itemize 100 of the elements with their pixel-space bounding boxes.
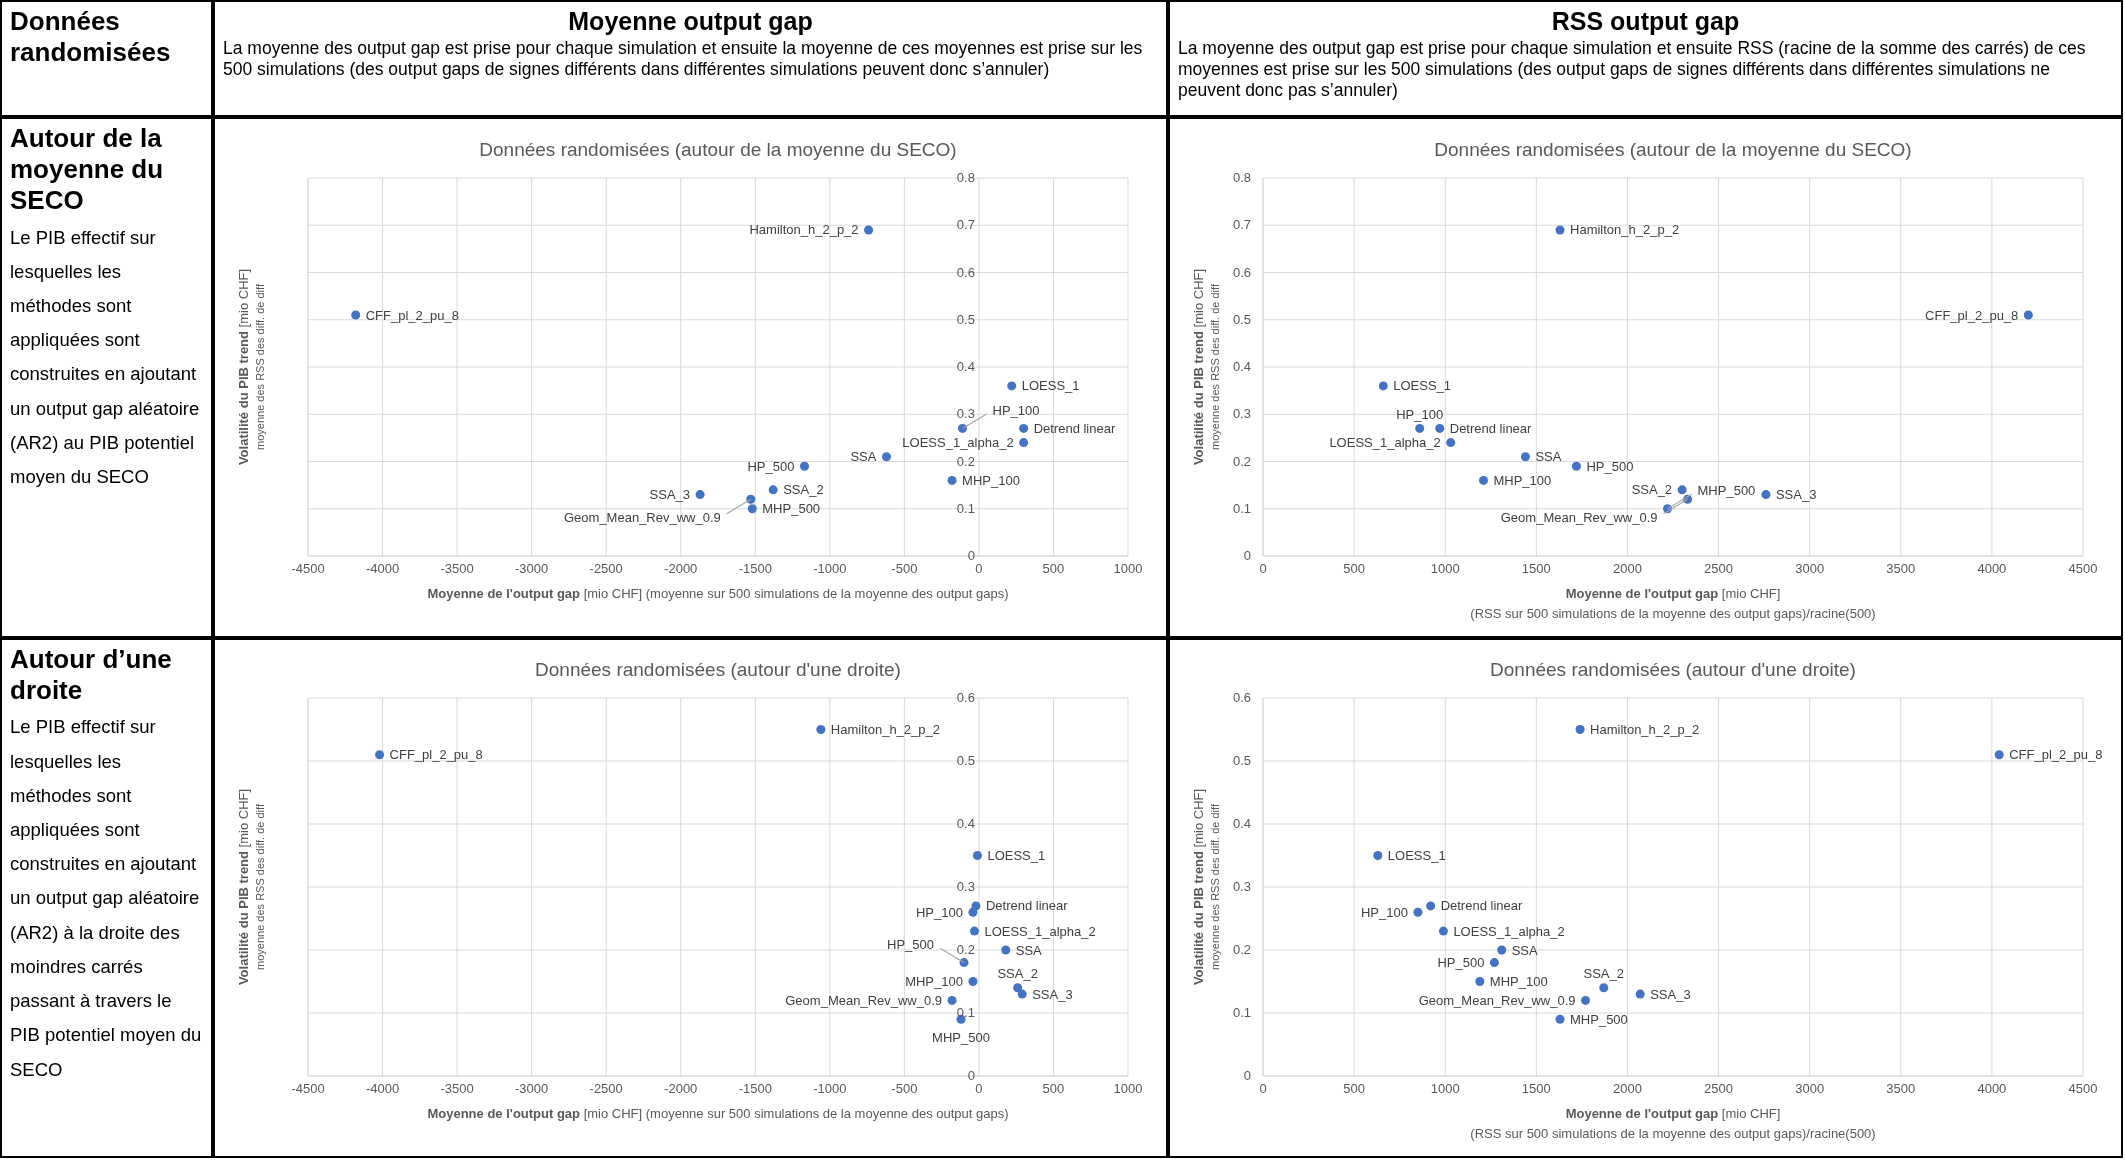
- series-label: LOESS_1_alpha_2: [1328, 434, 1441, 450]
- point: [1496, 945, 1506, 955]
- text: Autour d’une droite: [10, 644, 173, 707]
- y-tick-label: 0.2: [1232, 453, 1251, 468]
- series-label: HP_100: [915, 904, 963, 920]
- point: [1378, 380, 1388, 390]
- series-label: Hamilton_h_2_p_2: [1569, 221, 1679, 237]
- x-tick-label: -2000: [663, 560, 697, 576]
- series-label: Detrend linear: [1440, 898, 1523, 914]
- point: [1580, 995, 1590, 1005]
- point: [1006, 380, 1016, 390]
- series-label: HP_100: [1395, 406, 1443, 422]
- point: [1598, 983, 1608, 993]
- chart-title: Données randomisées (autour de la moyenne du SECO): [1433, 138, 1912, 160]
- x-tick-label: 3500: [1885, 560, 1915, 576]
- point: [1489, 958, 1499, 968]
- y-tick-label: 0.6: [1232, 264, 1251, 279]
- point: [947, 995, 957, 1005]
- series-label: SSA: [849, 448, 877, 464]
- point: [1017, 989, 1027, 999]
- series-label: Detrend linear: [1033, 420, 1116, 436]
- series-label: LOESS_1_alpha_2: [983, 923, 1096, 939]
- series-label: SSA_3: [1775, 486, 1816, 502]
- text: Le PIB effectif sur lesquelles les méthodes sont appliquées sont construites en ajoutant un output gap aléatoire (AR2) à la droite des moindres carrés passant à travers le PIB potentiel moyen du SECO: [10, 716, 202, 1080]
- series-label: SSA_2: [1583, 966, 1624, 982]
- y-tick-label: 0: [1243, 1068, 1251, 1083]
- text: La moyenne des output gap est prise pour chaque simulation et ensuite la moyenne de ces moyennes est prise sur les 500 simulations (des output gaps de signes différents dans différentes simulations peuvent donc s’annuler): [223, 38, 1144, 80]
- point: [350, 310, 360, 320]
- point: [1474, 976, 1484, 987]
- series-label: CFF_pl_2_pu_8: [1924, 307, 2018, 323]
- point: [1575, 724, 1585, 735]
- x-tick-label: -3000: [514, 560, 548, 576]
- x-tick-label: -1000: [812, 1081, 846, 1097]
- y-tick-label: 0.1: [956, 500, 975, 516]
- x-tick-label: 3000: [1794, 1081, 1824, 1097]
- point: [768, 484, 778, 494]
- y-tick-label: 0: [967, 1068, 975, 1083]
- series-label: LOESS_1: [1021, 377, 1080, 393]
- y-tick-label: 0.2: [956, 942, 975, 957]
- point: [695, 489, 705, 499]
- y-tick-label: 0.3: [956, 879, 975, 894]
- y-tick-label: 0.3: [1232, 405, 1251, 421]
- point: [1555, 1014, 1565, 1024]
- x-tick-label: 2500: [1703, 1081, 1733, 1097]
- point: [967, 907, 977, 917]
- text: MHP_500: [1697, 482, 1755, 498]
- series-label: CFF_pl_2_pu_8: [2008, 747, 2102, 763]
- series-label: HP_500: [746, 458, 794, 474]
- y-tick-label: 0.5: [1232, 311, 1251, 327]
- point: [799, 461, 809, 471]
- x-tick-label: 1000: [1430, 1081, 1460, 1097]
- x-tick-label: 2000: [1612, 1081, 1642, 1097]
- y-tick-label: 0.6: [956, 690, 975, 705]
- x-tick-label: -1500: [738, 560, 772, 576]
- point: [881, 451, 891, 461]
- series-label: MHP_500: [931, 1029, 990, 1045]
- series-label: HP_500: [1436, 955, 1484, 971]
- point: [1012, 983, 1022, 993]
- text: Geom_Mean_Rev_ww_0.9: [563, 509, 721, 525]
- x-tick-label: -1000: [812, 560, 846, 576]
- text: Autour de la moyenne du SECO: [10, 123, 165, 217]
- series-label: SSA_3: [649, 486, 690, 502]
- y-tick-label: 0.2: [956, 453, 975, 468]
- x-tick-label: 500: [1042, 560, 1064, 576]
- x-tick-label: -2500: [589, 560, 623, 576]
- x-tick-label: 500: [1042, 1081, 1064, 1097]
- x-axis-title: Moyenne de l'output gap [mio CHF] (moyenne sur 500 simulations de la moyenne des output gaps): [426, 585, 1009, 601]
- point: [1425, 901, 1435, 911]
- y-tick-label: 0.6: [956, 264, 975, 279]
- x-tick-label: -500: [890, 1081, 917, 1097]
- x-tick-label: 4000: [1976, 1081, 2006, 1097]
- y-tick-label: 0.4: [956, 816, 975, 831]
- y-tick-label: 0.3: [956, 405, 975, 421]
- x-tick-label: -3500: [439, 560, 474, 576]
- x-tick-label: 1000: [1113, 560, 1142, 576]
- series-label: HP_100: [1360, 904, 1408, 920]
- x-axis-title: Moyenne de l'output gap [mio CHF] (RSS sur 500 simulations de la moyenne des output gaps)/racine(500): [1469, 1106, 1876, 1141]
- y-tick-label: 0.4: [1232, 358, 1251, 374]
- x-tick-label: -4500: [290, 1081, 325, 1097]
- point: [1018, 423, 1028, 433]
- series-label: CFF_pl_2_pu_8: [389, 747, 483, 763]
- x-tick-label: 1500: [1521, 1081, 1551, 1097]
- series-label: SSA_3: [1649, 986, 1691, 1002]
- chart-title: Données randomisées (autour d'une droite): [1489, 659, 1856, 680]
- point: [745, 494, 755, 504]
- point: [1438, 926, 1448, 936]
- text: HP_100: [992, 402, 1039, 418]
- x-tick-label: 3500: [1885, 1081, 1915, 1097]
- series-label: MHP_100: [1489, 974, 1548, 989]
- point: [1478, 475, 1488, 485]
- x-axis-title: Moyenne de l'output gap [mio CHF] (moyenne sur 500 simulations de la moyenne des output gaps): [426, 1106, 1009, 1121]
- x-axis-title: Moyenne de l'output gap [mio CHF] (RSS sur 500 simulations de la moyenne des output gaps)/racine(500): [1469, 585, 1876, 621]
- text: Le PIB effectif sur lesquelles les méthodes sont appliquées sont construites en ajoutant un output gap aléatoire (AR2) au PIB potentiel moyen du SECO: [10, 225, 201, 490]
- point: [1018, 437, 1028, 447]
- series-label: LOESS_1_alpha_2: [901, 434, 1014, 450]
- x-tick-label: 0: [1258, 1081, 1267, 1097]
- y-tick-label: 0.8: [1232, 169, 1251, 185]
- point: [957, 423, 967, 433]
- y-tick-label: 0: [1243, 547, 1251, 563]
- point: [1414, 423, 1424, 433]
